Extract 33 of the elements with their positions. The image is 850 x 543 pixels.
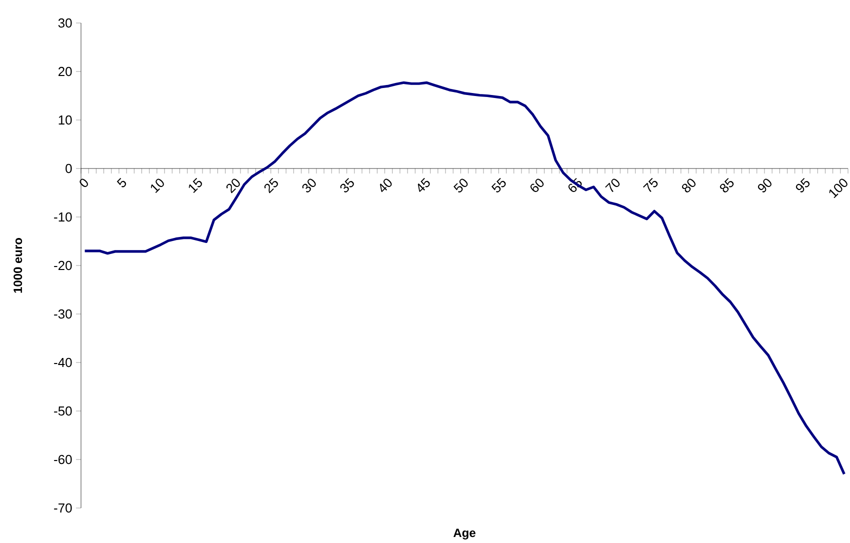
x-tick-label: 20 [226, 178, 240, 194]
y-tick-label: 10 [58, 115, 72, 125]
y-tick-label: -10 [54, 212, 72, 222]
y-tick-label: -50 [54, 406, 72, 416]
y-axis-title: 1000 euro [14, 238, 22, 293]
y-tick-label: -70 [54, 503, 72, 513]
y-tick-label: -60 [54, 454, 72, 464]
x-tick-label: 75 [643, 178, 658, 192]
y-tick-label: 20 [58, 66, 72, 76]
x-tick-label: 40 [380, 178, 392, 192]
x-tick-label: 85 [720, 178, 734, 192]
x-tick-label: 60 [530, 178, 544, 192]
x-tick-label: 100 [829, 178, 848, 198]
x-tick-label: 95 [796, 178, 810, 192]
y-tick-label: -30 [54, 309, 72, 319]
x-tick-label: 15 [188, 178, 202, 193]
x-tick-label: 10 [150, 178, 164, 194]
x-tick-label: 30 [302, 178, 316, 192]
x-tick-label: 50 [454, 178, 468, 192]
x-tick-label: 90 [758, 178, 772, 192]
x-tick-label: 35 [340, 178, 354, 192]
x-tick-label: 55 [491, 178, 506, 192]
y-tick-label: 0 [66, 164, 72, 174]
x-tick-label: 70 [605, 178, 620, 192]
y-tick-label: -40 [54, 358, 72, 368]
x-tick-label: 45 [418, 178, 430, 192]
x-axis-title: Age [453, 528, 476, 540]
x-tick-label: 80 [682, 178, 696, 192]
x-tick-label: 0 [80, 178, 88, 188]
x-tick-label: 25 [264, 178, 278, 194]
x-tick-label: 5 [116, 178, 126, 188]
y-tick-label: -20 [54, 260, 72, 270]
y-tick-label: 30 [58, 18, 72, 28]
